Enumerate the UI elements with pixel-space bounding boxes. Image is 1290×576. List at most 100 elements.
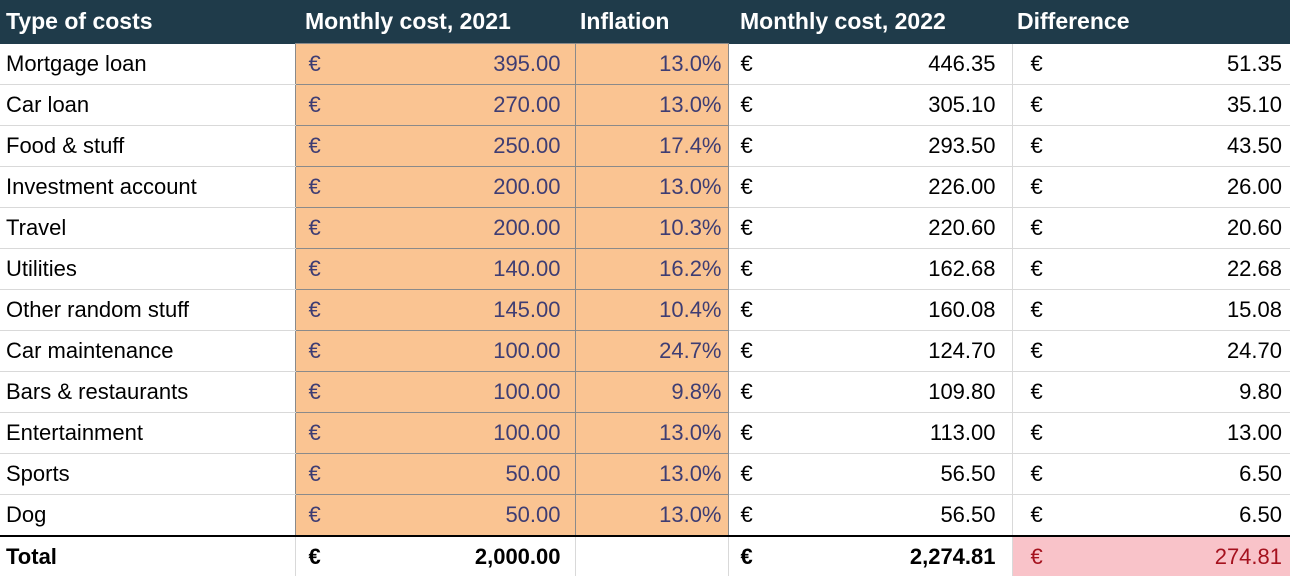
cell-cost-2021[interactable]: €50.00 xyxy=(294,453,576,495)
euro-symbol: € xyxy=(308,174,321,199)
cell-cost-2022[interactable]: €305.10 xyxy=(728,84,1013,126)
col-header-inflation[interactable]: Inflation xyxy=(575,0,728,44)
cell-inflation[interactable]: 13.0% xyxy=(574,166,729,208)
amount-difference: 43.50 xyxy=(1226,133,1282,158)
total-inflation-empty[interactable] xyxy=(575,535,729,576)
amount-2021: 200.00 xyxy=(493,174,561,199)
cell-cost-2021[interactable]: €250.00 xyxy=(294,125,576,167)
cell-cost-2021[interactable]: €100.00 xyxy=(294,412,576,454)
euro-symbol: € xyxy=(1030,174,1043,199)
total-amount-2022: 2,274.81 xyxy=(909,543,996,569)
cell-cost-2022[interactable]: €226.00 xyxy=(728,166,1013,208)
cell-cost-type[interactable]: Entertainment xyxy=(0,412,295,454)
col-header-type-of-costs[interactable]: Type of costs xyxy=(0,0,295,44)
cell-difference[interactable]: €22.68 xyxy=(1012,248,1290,290)
cell-difference[interactable]: €20.60 xyxy=(1012,207,1290,249)
cell-inflation[interactable]: 13.0% xyxy=(574,84,729,126)
cell-difference[interactable]: €6.50 xyxy=(1012,453,1290,495)
cell-difference[interactable]: €6.50 xyxy=(1012,494,1290,537)
euro-symbol: € xyxy=(740,215,753,240)
cell-cost-type[interactable]: Car maintenance xyxy=(0,330,295,372)
cell-cost-2021[interactable]: €100.00 xyxy=(294,330,576,372)
euro-symbol: € xyxy=(740,297,753,322)
cell-cost-2021[interactable]: €200.00 xyxy=(294,166,576,208)
cell-inflation[interactable]: 13.0% xyxy=(574,412,729,454)
euro-symbol: € xyxy=(740,92,753,117)
total-row: Total €2,000.00 €2,274.81 €274.81 xyxy=(0,535,1290,576)
cell-cost-2022[interactable]: €56.50 xyxy=(728,494,1013,537)
table-row-dog: Dog €50.00 13.0% €56.50 €6.50 xyxy=(0,494,1290,537)
cell-inflation[interactable]: 10.3% xyxy=(574,207,729,249)
cell-difference[interactable]: €43.50 xyxy=(1012,125,1290,167)
total-difference[interactable]: €274.81 xyxy=(1012,535,1290,576)
cell-inflation[interactable]: 13.0% xyxy=(574,453,729,495)
cell-inflation[interactable]: 9.8% xyxy=(574,371,729,413)
cell-cost-2021[interactable]: €140.00 xyxy=(294,248,576,290)
cell-cost-type[interactable]: Mortgage loan xyxy=(0,43,295,85)
cell-cost-2021[interactable]: €145.00 xyxy=(294,289,576,331)
cell-cost-2022[interactable]: €162.68 xyxy=(728,248,1013,290)
amount-2022: 160.08 xyxy=(928,297,996,322)
cell-cost-2021[interactable]: €395.00 xyxy=(294,43,576,85)
cell-cost-type[interactable]: Bars & restaurants xyxy=(0,371,295,413)
cell-difference[interactable]: €26.00 xyxy=(1012,166,1290,208)
cell-difference[interactable]: €24.70 xyxy=(1012,330,1290,372)
cell-inflation[interactable]: 13.0% xyxy=(574,43,729,85)
cell-cost-2022[interactable]: €113.00 xyxy=(728,412,1013,454)
amount-2021: 250.00 xyxy=(493,133,561,158)
cell-cost-2021[interactable]: €100.00 xyxy=(294,371,576,413)
cell-cost-2022[interactable]: €56.50 xyxy=(728,453,1013,495)
amount-2022: 56.50 xyxy=(940,502,996,527)
amount-difference: 24.70 xyxy=(1226,338,1282,363)
cell-difference[interactable]: €9.80 xyxy=(1012,371,1290,413)
table-row-sports: Sports €50.00 13.0% €56.50 €6.50 xyxy=(0,453,1290,495)
cell-cost-type[interactable]: Other random stuff xyxy=(0,289,295,331)
euro-symbol: € xyxy=(308,215,321,240)
col-header-monthly-cost-2022[interactable]: Monthly cost, 2022 xyxy=(728,0,1012,44)
total-cost-2022[interactable]: €2,274.81 xyxy=(728,535,1013,576)
cell-cost-2022[interactable]: €160.08 xyxy=(728,289,1013,331)
cell-cost-type[interactable]: Car loan xyxy=(0,84,295,126)
table-row-travel: Travel €200.00 10.3% €220.60 €20.60 xyxy=(0,207,1290,249)
cell-difference[interactable]: €51.35 xyxy=(1012,43,1290,85)
euro-symbol: € xyxy=(740,174,753,199)
cell-inflation[interactable]: 17.4% xyxy=(574,125,729,167)
total-label[interactable]: Total xyxy=(0,535,295,576)
cell-inflation[interactable]: 24.7% xyxy=(574,330,729,372)
euro-symbol: € xyxy=(308,543,321,569)
cell-difference[interactable]: €13.00 xyxy=(1012,412,1290,454)
amount-2022: 305.10 xyxy=(928,92,996,117)
cell-cost-type[interactable]: Travel xyxy=(0,207,295,249)
cell-cost-type[interactable]: Sports xyxy=(0,453,295,495)
euro-symbol: € xyxy=(1030,379,1043,404)
cell-cost-type[interactable]: Food & stuff xyxy=(0,125,295,167)
cell-cost-type[interactable]: Utilities xyxy=(0,248,295,290)
amount-difference: 26.00 xyxy=(1226,174,1282,199)
cell-difference[interactable]: €15.08 xyxy=(1012,289,1290,331)
cell-cost-2022[interactable]: €293.50 xyxy=(728,125,1013,167)
cell-inflation[interactable]: 16.2% xyxy=(574,248,729,290)
cell-difference[interactable]: €35.10 xyxy=(1012,84,1290,126)
cell-cost-2021[interactable]: €200.00 xyxy=(294,207,576,249)
amount-2022: 293.50 xyxy=(928,133,996,158)
cell-cost-2021[interactable]: €270.00 xyxy=(294,84,576,126)
cell-cost-2021[interactable]: €50.00 xyxy=(294,494,576,537)
amount-difference: 6.50 xyxy=(1239,502,1282,527)
total-cost-2021[interactable]: €2,000.00 xyxy=(294,535,576,576)
amount-2021: 270.00 xyxy=(493,92,561,117)
cell-cost-2022[interactable]: €220.60 xyxy=(728,207,1013,249)
col-header-monthly-cost-2021[interactable]: Monthly cost, 2021 xyxy=(295,0,575,44)
cell-cost-type[interactable]: Dog xyxy=(0,494,295,537)
cell-cost-type[interactable]: Investment account xyxy=(0,166,295,208)
euro-symbol: € xyxy=(740,50,753,76)
euro-symbol: € xyxy=(1030,338,1043,363)
cell-inflation[interactable]: 13.0% xyxy=(574,494,729,537)
cell-cost-2022[interactable]: €109.80 xyxy=(728,371,1013,413)
amount-2022: 446.35 xyxy=(928,50,996,76)
cell-cost-2022[interactable]: €124.70 xyxy=(728,330,1013,372)
col-header-difference[interactable]: Difference xyxy=(1012,0,1290,44)
cell-inflation[interactable]: 10.4% xyxy=(574,289,729,331)
euro-symbol: € xyxy=(1030,256,1043,281)
amount-difference: 35.10 xyxy=(1226,92,1282,117)
cell-cost-2022[interactable]: €446.35 xyxy=(728,43,1013,85)
